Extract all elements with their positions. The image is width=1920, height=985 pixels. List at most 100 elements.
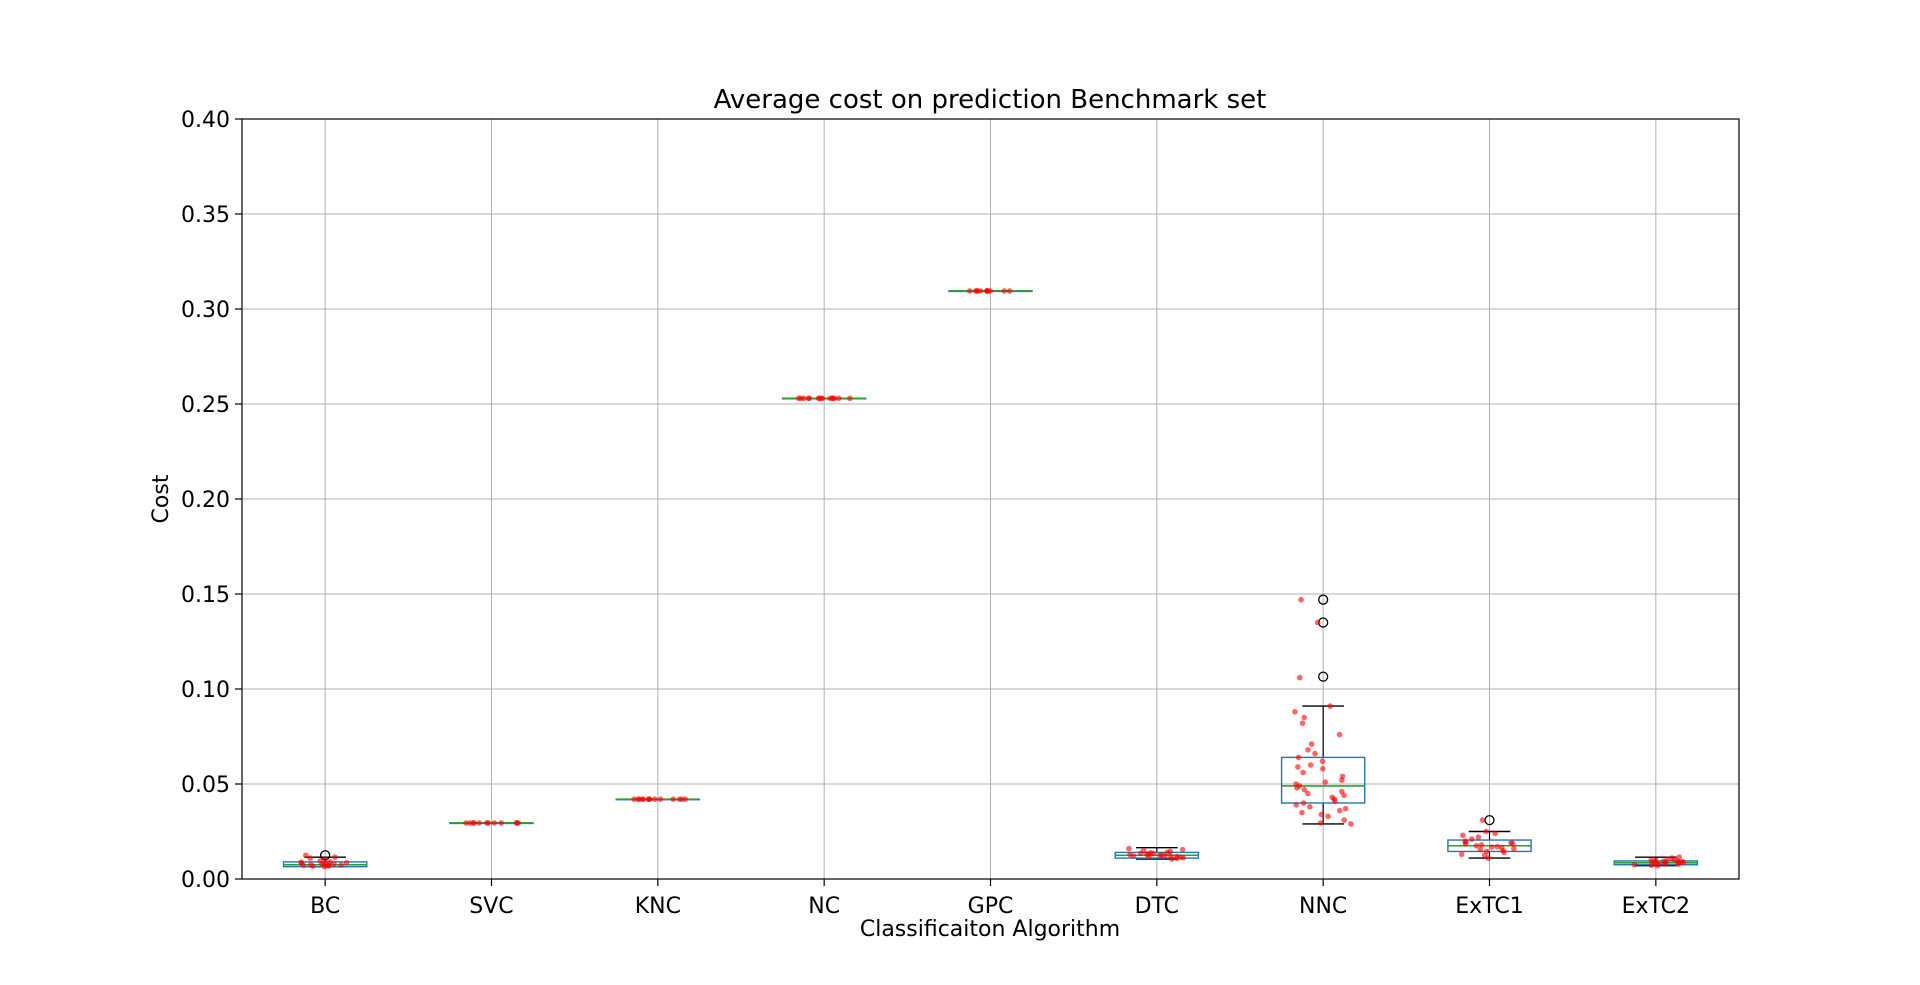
data-point <box>646 796 653 802</box>
data-point <box>1458 851 1465 858</box>
x-tick-label: SVC <box>469 894 513 919</box>
data-point <box>1348 821 1354 827</box>
data-point <box>640 796 646 802</box>
data-point <box>635 796 642 802</box>
y-axis-label: Cost <box>149 474 174 523</box>
y-tick-label: 0.20 <box>181 488 230 513</box>
x-tick-label: ExTC1 <box>1455 894 1523 919</box>
data-point <box>1680 859 1687 866</box>
y-tick-label: 0.15 <box>181 583 230 608</box>
data-point <box>847 395 853 402</box>
data-point <box>1317 820 1324 826</box>
data-point <box>1660 858 1667 865</box>
axis-ticks: 0.00 0.05 0.10 0.15 0.20 0.25 0.30 0.35 0.40 BC SV… <box>181 108 1690 919</box>
data-point <box>1488 844 1495 850</box>
data-point <box>1300 800 1307 806</box>
data-point <box>1498 844 1505 851</box>
data-point <box>1329 794 1336 801</box>
x-tick-label: KNC <box>635 894 681 919</box>
data-point <box>331 861 337 867</box>
data-point <box>1299 809 1305 816</box>
data-point <box>332 854 338 860</box>
data-point <box>805 395 812 402</box>
outlier-marker <box>1318 671 1329 682</box>
points-extc2 <box>1631 854 1687 869</box>
data-point <box>1318 811 1325 818</box>
points-gpc <box>966 288 1013 294</box>
data-point <box>1342 805 1349 812</box>
data-point <box>1298 596 1304 603</box>
points-nc <box>795 395 853 402</box>
data-point <box>1460 832 1466 839</box>
data-point <box>829 395 836 402</box>
data-point <box>1511 845 1517 852</box>
chart-title: Average cost on prediction Benchmark set <box>714 85 1267 115</box>
points-layer <box>298 288 1687 870</box>
y-tick-label: 0.00 <box>181 868 230 893</box>
data-point <box>1473 842 1480 849</box>
data-point <box>322 856 328 863</box>
y-tick-label: 0.40 <box>181 108 230 133</box>
data-point <box>631 796 637 802</box>
points-svc <box>463 820 521 826</box>
x-axis-label: Classificaiton Algorithm <box>860 917 1120 942</box>
data-point <box>1483 848 1490 855</box>
data-point <box>1652 857 1659 863</box>
data-point <box>1325 813 1331 820</box>
data-point <box>1312 750 1318 757</box>
data-point <box>1296 674 1303 681</box>
data-point <box>1293 781 1299 787</box>
data-point <box>317 858 323 864</box>
data-point <box>1336 731 1343 738</box>
data-point <box>1299 720 1306 726</box>
data-point <box>836 395 842 402</box>
data-point <box>1478 842 1485 848</box>
data-point <box>471 820 477 826</box>
data-point <box>1509 840 1516 847</box>
data-point <box>1468 836 1475 842</box>
x-tick-label: NC <box>808 894 840 919</box>
data-point <box>1301 714 1307 721</box>
data-point <box>467 820 473 826</box>
data-point <box>1001 288 1008 294</box>
data-point <box>1146 853 1152 860</box>
data-point <box>1150 850 1157 857</box>
data-point <box>1477 846 1484 853</box>
data-point <box>514 820 521 826</box>
data-point <box>1494 843 1501 850</box>
y-tick-label: 0.35 <box>181 203 230 228</box>
data-point <box>1126 845 1132 852</box>
data-point <box>303 852 309 859</box>
data-point <box>307 855 313 861</box>
data-point <box>1462 838 1468 844</box>
data-point <box>1006 288 1013 294</box>
data-point <box>1308 741 1315 747</box>
data-point <box>1339 773 1346 780</box>
data-point <box>1676 854 1683 860</box>
data-point <box>816 395 823 402</box>
data-point <box>1327 703 1333 709</box>
points-bc <box>298 852 350 870</box>
data-point <box>338 862 344 868</box>
data-point <box>1295 764 1301 770</box>
data-point <box>1174 853 1181 860</box>
data-point <box>1483 828 1489 835</box>
data-point <box>1655 861 1662 867</box>
data-point <box>984 288 990 294</box>
data-point <box>1292 709 1298 715</box>
data-point <box>476 820 482 826</box>
data-point <box>1300 769 1306 776</box>
data-point <box>1314 619 1321 626</box>
box-iqr <box>1280 756 1366 804</box>
x-tick-label: BC <box>310 894 340 919</box>
data-point <box>1631 861 1638 868</box>
x-tick-label: GPC <box>968 894 1014 919</box>
data-point <box>343 860 350 866</box>
data-point <box>1322 779 1329 785</box>
data-point <box>1339 788 1345 795</box>
data-point <box>1341 817 1348 823</box>
data-point <box>1305 790 1311 797</box>
